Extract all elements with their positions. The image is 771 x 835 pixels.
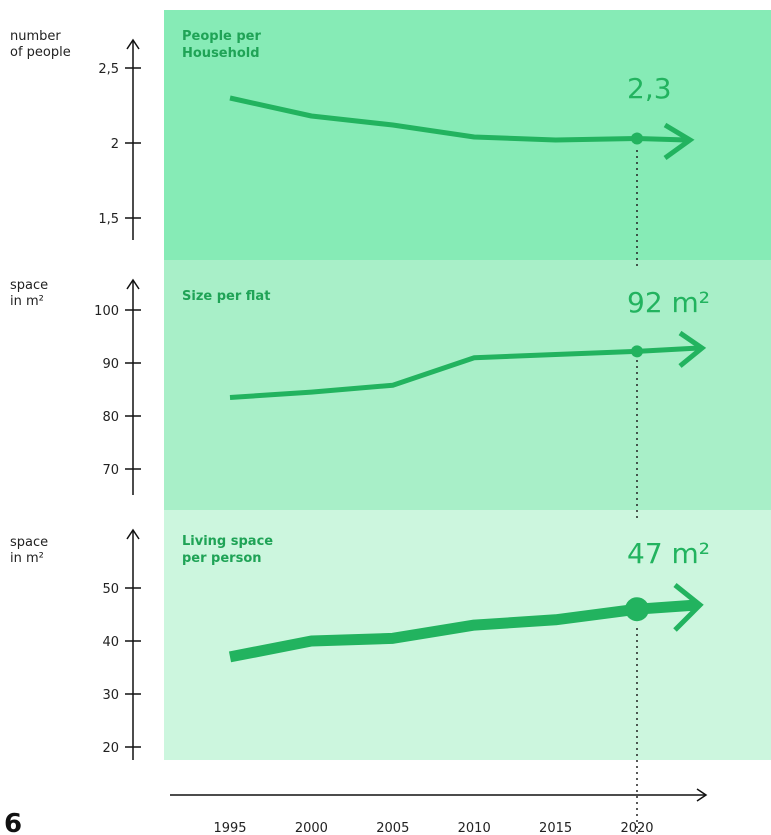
panel-1-title: People per Household: [182, 29, 262, 61]
x-tick-label: 2000: [295, 821, 328, 835]
y-axis-label-line: in m²: [10, 294, 44, 309]
x-tick-label: 2010: [458, 821, 491, 835]
panel-title-line: per person: [182, 551, 262, 566]
panels: [164, 10, 771, 760]
y-tick-label: 1,5: [98, 212, 119, 227]
panel-3-value-callout: 47 m²: [627, 537, 710, 570]
panel-1-arrow-head: [663, 122, 695, 161]
panel-3-y-axis-label: space in m²: [10, 535, 48, 566]
y-axis-label-line: in m²: [10, 551, 44, 566]
page-number: 6: [4, 809, 22, 835]
x-tick-label: 2015: [539, 821, 572, 835]
x-tick-label: 2005: [376, 821, 409, 835]
panel-3-endpoint-marker: [625, 597, 649, 622]
y-axis-label-line: number: [10, 29, 61, 44]
x-tick-label: 2020: [620, 821, 653, 835]
panel-2-y-axis-arrow: [126, 278, 140, 290]
panel-1-y-axis-arrow: [126, 38, 140, 50]
panel-title-line: Household: [182, 46, 260, 61]
y-axis-label-line: space: [10, 278, 48, 293]
y-axis-label-line: space: [10, 535, 48, 550]
y-tick-label: 50: [102, 582, 119, 597]
panel-3-background: [164, 510, 771, 760]
y-tick-label: 2,5: [98, 62, 119, 77]
panel-3-title: Living space per person: [182, 534, 273, 566]
panel-title-line: Size per flat: [182, 289, 270, 304]
x-axis-arrow: [696, 788, 708, 802]
panel-1-value-callout: 2,3: [627, 72, 672, 105]
panel-title-line: Living space: [182, 534, 273, 549]
y-tick-label: 2: [111, 137, 119, 152]
labels: People per Household number of people 1,5 2 2,…: [4, 29, 710, 835]
y-tick-label: 20: [102, 741, 119, 756]
axes: [125, 38, 708, 835]
panel-1-y-axis-label: number of people: [10, 29, 71, 60]
panel-2-value-callout: 92 m²: [627, 286, 710, 319]
y-tick-label: 40: [102, 635, 119, 650]
panel-2-endpoint-marker: [631, 345, 643, 358]
panel-2-arrow-head: [678, 330, 707, 368]
y-tick-label: 100: [94, 304, 119, 319]
y-tick-label: 70: [102, 463, 119, 478]
y-tick-label: 80: [102, 410, 119, 425]
y-tick-label: 90: [102, 357, 119, 372]
x-tick-label: 1995: [213, 821, 246, 835]
panel-2-title: Size per flat: [182, 289, 270, 304]
panel-title-line: People per: [182, 29, 262, 44]
y-tick-label: 30: [102, 688, 119, 703]
panel-3-y-axis-arrow: [126, 528, 140, 540]
panel-3-arrow-head: [673, 583, 704, 632]
y-axis-label-line: of people: [10, 45, 71, 60]
panel-1-endpoint-marker: [631, 132, 643, 145]
panel-2-y-axis-label: space in m²: [10, 278, 48, 309]
series-lines: [228, 95, 707, 663]
panel-2-background: [164, 260, 771, 510]
